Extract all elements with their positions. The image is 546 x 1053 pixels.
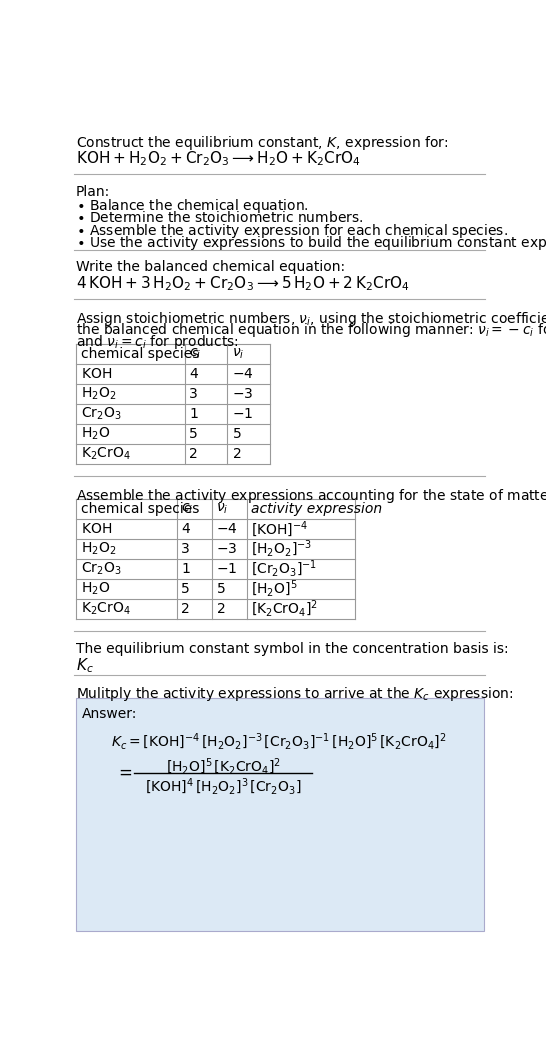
Text: $K_c$: $K_c$ — [76, 656, 94, 675]
Text: $c_i$: $c_i$ — [181, 502, 194, 516]
Text: $2$: $2$ — [232, 446, 241, 460]
Text: 1: 1 — [181, 562, 190, 576]
Text: $\mathrm{Cr_2O_3}$: $\mathrm{Cr_2O_3}$ — [81, 405, 121, 422]
Text: $\nu_i$: $\nu_i$ — [232, 346, 244, 361]
Text: $\nu_i$: $\nu_i$ — [216, 502, 229, 516]
Text: $\mathrm{H_2O_2}$: $\mathrm{H_2O_2}$ — [81, 541, 116, 557]
Text: 1: 1 — [189, 406, 198, 420]
Text: $\mathrm{Cr_2O_3}$: $\mathrm{Cr_2O_3}$ — [81, 561, 121, 577]
Text: $\mathrm{4\,KOH + 3\,H_2O_2 + Cr_2O_3 \longrightarrow 5\,H_2O + 2\,K_2CrO_4}$: $\mathrm{4\,KOH + 3\,H_2O_2 + Cr_2O_3 \l… — [76, 274, 410, 293]
Text: $K_c = [\mathrm{KOH}]^{-4}\,[\mathrm{H_2O_2}]^{-3}\,[\mathrm{Cr_2O_3}]^{-1}\,[\m: $K_c = [\mathrm{KOH}]^{-4}\,[\mathrm{H_2… — [111, 732, 447, 752]
Text: The equilibrium constant symbol in the concentration basis is:: The equilibrium constant symbol in the c… — [76, 642, 509, 656]
Text: 3: 3 — [181, 542, 190, 556]
Text: activity expression: activity expression — [251, 502, 382, 516]
Text: 2: 2 — [189, 446, 198, 460]
Text: $\mathrm{H_2O_2}$: $\mathrm{H_2O_2}$ — [81, 385, 116, 402]
Text: $[\mathrm{Cr_2O_3}]^{-1}$: $[\mathrm{Cr_2O_3}]^{-1}$ — [251, 559, 317, 579]
Text: $\bullet$ Determine the stoichiometric numbers.: $\bullet$ Determine the stoichiometric n… — [76, 210, 364, 224]
Text: $-3$: $-3$ — [216, 542, 238, 556]
Text: $\mathrm{K_2CrO_4}$: $\mathrm{K_2CrO_4}$ — [81, 445, 130, 462]
Text: $\mathrm{KOH + H_2O_2 + Cr_2O_3 \longrightarrow H_2O + K_2CrO_4}$: $\mathrm{KOH + H_2O_2 + Cr_2O_3 \longrig… — [76, 150, 361, 168]
Text: $\mathrm{K_2CrO_4}$: $\mathrm{K_2CrO_4}$ — [81, 601, 130, 617]
Text: $5$: $5$ — [216, 582, 226, 596]
Text: $[\mathrm{H_2O}]^{5}$: $[\mathrm{H_2O}]^{5}$ — [251, 579, 298, 599]
FancyBboxPatch shape — [76, 698, 484, 931]
Text: Construct the equilibrium constant, $K$, expression for:: Construct the equilibrium constant, $K$,… — [76, 134, 448, 152]
Text: $[\mathrm{K_2CrO_4}]^{2}$: $[\mathrm{K_2CrO_4}]^{2}$ — [251, 599, 318, 619]
Text: $\mathrm{KOH}$: $\mathrm{KOH}$ — [81, 366, 112, 380]
Text: chemical species: chemical species — [81, 346, 199, 360]
Text: $\mathrm{KOH}$: $\mathrm{KOH}$ — [81, 522, 112, 536]
Text: $2$: $2$ — [216, 602, 225, 616]
Text: Write the balanced chemical equation:: Write the balanced chemical equation: — [76, 260, 345, 275]
Text: $[\mathrm{KOH}]^{4}\,[\mathrm{H_2O_2}]^{3}\,[\mathrm{Cr_2O_3}]$: $[\mathrm{KOH}]^{4}\,[\mathrm{H_2O_2}]^{… — [145, 777, 301, 797]
Text: $-3$: $-3$ — [232, 386, 253, 400]
Text: Assign stoichiometric numbers, $\nu_i$, using the stoichiometric coefficients, $: Assign stoichiometric numbers, $\nu_i$, … — [76, 310, 546, 327]
Text: 2: 2 — [181, 602, 190, 616]
Text: $\bullet$ Assemble the activity expression for each chemical species.: $\bullet$ Assemble the activity expressi… — [76, 222, 508, 240]
Text: $[\mathrm{KOH}]^{-4}$: $[\mathrm{KOH}]^{-4}$ — [251, 519, 308, 539]
Text: $-1$: $-1$ — [216, 562, 238, 576]
Text: $-4$: $-4$ — [232, 366, 253, 380]
Text: $\bullet$ Use the activity expressions to build the equilibrium constant express: $\bullet$ Use the activity expressions t… — [76, 234, 546, 252]
Text: the balanced chemical equation in the following manner: $\nu_i = -c_i$ for react: the balanced chemical equation in the fo… — [76, 321, 546, 339]
Text: $[\mathrm{H_2O_2}]^{-3}$: $[\mathrm{H_2O_2}]^{-3}$ — [251, 539, 312, 559]
Text: 5: 5 — [181, 582, 190, 596]
Text: chemical species: chemical species — [81, 502, 199, 516]
Text: $\mathrm{H_2O}$: $\mathrm{H_2O}$ — [81, 581, 110, 597]
Text: $[\mathrm{H_2O}]^{5}\,[\mathrm{K_2CrO_4}]^{2}$: $[\mathrm{H_2O}]^{5}\,[\mathrm{K_2CrO_4}… — [166, 756, 281, 777]
Text: 4: 4 — [189, 366, 198, 380]
Text: 3: 3 — [189, 386, 198, 400]
Text: $\bullet$ Balance the chemical equation.: $\bullet$ Balance the chemical equation. — [76, 197, 309, 215]
Text: 4: 4 — [181, 522, 190, 536]
Text: $\mathrm{H_2O}$: $\mathrm{H_2O}$ — [81, 425, 110, 442]
Text: Answer:: Answer: — [82, 707, 138, 721]
Text: Assemble the activity expressions accounting for the state of matter and $\nu_i$: Assemble the activity expressions accoun… — [76, 486, 546, 504]
Text: $-4$: $-4$ — [216, 522, 238, 536]
Text: Plan:: Plan: — [76, 185, 110, 199]
Text: $c_i$: $c_i$ — [189, 346, 201, 361]
Text: Mulitply the activity expressions to arrive at the $K_c$ expression:: Mulitply the activity expressions to arr… — [76, 686, 513, 703]
Text: 5: 5 — [189, 426, 198, 440]
Text: $-1$: $-1$ — [232, 406, 253, 420]
Text: $=$: $=$ — [115, 762, 132, 780]
Text: $5$: $5$ — [232, 426, 241, 440]
Text: and $\nu_i = c_i$ for products:: and $\nu_i = c_i$ for products: — [76, 333, 239, 351]
